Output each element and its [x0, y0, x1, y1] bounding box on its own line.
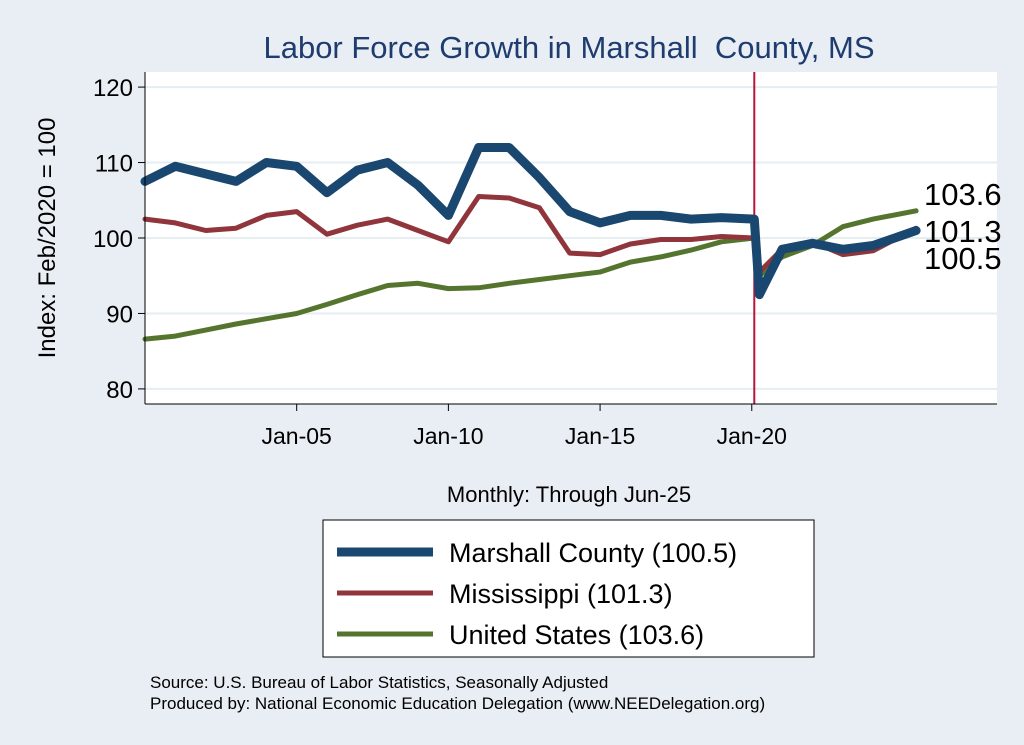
y-tick-label: 80	[106, 377, 133, 404]
x-tick-label: Jan-10	[413, 423, 483, 449]
source-note: Source: U.S. Bureau of Labor Statistics,…	[150, 673, 609, 692]
series-line-marshall-county	[140, 143, 921, 300]
legend-label: Marshall County (100.5)	[449, 538, 737, 568]
chart-title: Labor Force Growth in Marshall County, M…	[263, 30, 874, 65]
x-axis-label: Monthly: Through Jun-25	[447, 482, 691, 507]
x-tick-label: Jan-05	[262, 423, 332, 449]
y-tick-label: 120	[93, 75, 133, 102]
y-ticks: 80 90 100 110 120	[93, 75, 145, 404]
legend-label: United States (103.6)	[449, 620, 704, 650]
footer: Source: U.S. Bureau of Labor Statistics,…	[150, 672, 765, 714]
legend-label: Mississippi (101.3)	[449, 579, 673, 609]
y-tick-label: 100	[93, 226, 133, 253]
end-label: 101.3	[924, 214, 1002, 249]
y-tick-label: 110	[95, 151, 133, 178]
y-axis-label: Index: Feb/2020 = 100	[34, 118, 61, 359]
end-label: 103.6	[924, 177, 1002, 212]
y-tick-label: 90	[106, 301, 133, 328]
x-tick-label: Jan-20	[717, 423, 787, 449]
x-tick-label: Jan-15	[565, 423, 635, 449]
series-lines	[140, 143, 921, 342]
x-ticks: Jan-05 Jan-10 Jan-15 Jan-20	[262, 404, 787, 449]
legend: Marshall County (100.5) Mississippi (101.…	[322, 519, 815, 658]
end-label: 100.5	[924, 241, 1002, 276]
producer-note: Produced by: National Economic Education…	[150, 694, 766, 713]
